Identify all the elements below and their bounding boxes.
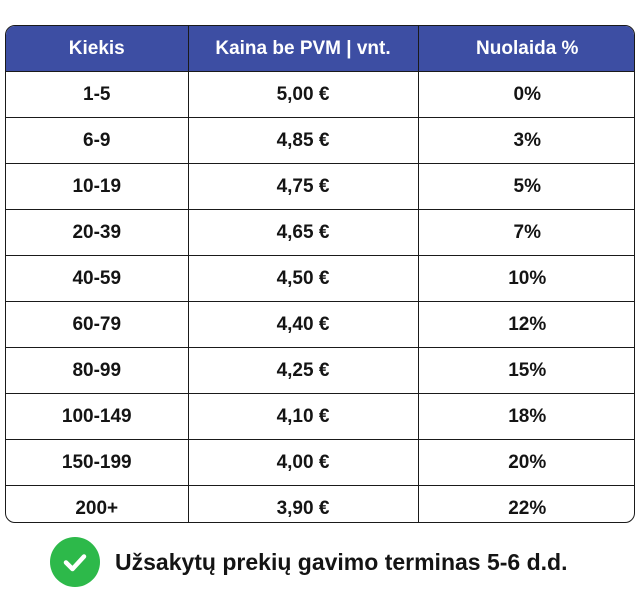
cell-discount: 22%: [508, 497, 547, 519]
cell-discount: 20%: [418, 439, 634, 486]
table-row: 200+ 3,90 € 22%: [6, 485, 634, 522]
cell-discount: 10%: [418, 255, 634, 302]
cell-discount: 3%: [418, 117, 634, 164]
table-row: 40-59 4,50 € 10%: [6, 255, 634, 302]
cell-quantity: 10-19: [6, 163, 189, 210]
check-circle-icon: [50, 537, 100, 587]
cell-quantity: 100-149: [6, 393, 189, 440]
cell-quantity: 20-39: [6, 209, 189, 256]
cell-quantity: 60-79: [6, 301, 189, 348]
cell-price: 4,10 €: [188, 393, 419, 440]
price-table: Kiekis Kaina be PVM | vnt. Nuolaida % 1-…: [6, 26, 634, 522]
cell-discount: 5%: [418, 163, 634, 210]
cell-quantity: 150-199: [6, 439, 189, 486]
header-discount: Nuolaida %: [418, 26, 634, 72]
cell-quantity: 200+: [6, 485, 189, 522]
table-header: Kiekis Kaina be PVM | vnt. Nuolaida %: [6, 26, 634, 72]
cell-discount: 12%: [418, 301, 634, 348]
table-row: 6-9 4,85 € 3%: [6, 117, 634, 164]
cell-discount: 15%: [418, 347, 634, 394]
table-row: 150-199 4,00 € 20%: [6, 439, 634, 486]
delivery-note-text: Užsakytų prekių gavimo terminas 5-6 d.d.: [115, 548, 568, 575]
cell-discount: 7%: [418, 209, 634, 256]
cell-price: 4,25 €: [188, 347, 419, 394]
table-row: 10-19 4,75 € 5%: [6, 163, 634, 210]
cell-price: 5,00 €: [188, 71, 419, 118]
cell-price: 4,85 €: [188, 117, 419, 164]
table-row: 80-99 4,25 € 15%: [6, 347, 634, 394]
cell-price: 4,65 €: [188, 209, 419, 256]
price-table-container: Kiekis Kaina be PVM | vnt. Nuolaida % 1-…: [5, 25, 635, 523]
header-price: Kaina be PVM | vnt.: [188, 26, 419, 72]
cell-discount: 18%: [418, 393, 634, 440]
cell-price: 4,75 €: [188, 163, 419, 210]
table-row: 20-39 4,65 € 7%: [6, 209, 634, 256]
table-body: 1-5 5,00 € 0% 6-9 4,85 € 3% 10-19 4,75 €…: [6, 71, 634, 522]
cell-quantity: 1-5: [6, 71, 189, 118]
cell-quantity: 6-9: [6, 117, 189, 164]
cell-quantity: 40-59: [6, 255, 189, 302]
cell-discount: 0%: [418, 71, 634, 118]
cell-price: 4,00 €: [188, 439, 419, 486]
delivery-note: Užsakytų prekių gavimo terminas 5-6 d.d.: [50, 537, 567, 587]
table-row: 1-5 5,00 € 0%: [6, 71, 634, 118]
table-row: 60-79 4,40 € 12%: [6, 301, 634, 348]
cell-price: 4,40 €: [188, 301, 419, 348]
cell-price: 4,50 €: [188, 255, 419, 302]
cell-price: 3,90 €: [188, 485, 419, 522]
header-quantity: Kiekis: [6, 26, 189, 72]
header-row: Kiekis Kaina be PVM | vnt. Nuolaida %: [6, 26, 634, 72]
table-row: 100-149 4,10 € 18%: [6, 393, 634, 440]
cell-quantity: 80-99: [6, 347, 189, 394]
